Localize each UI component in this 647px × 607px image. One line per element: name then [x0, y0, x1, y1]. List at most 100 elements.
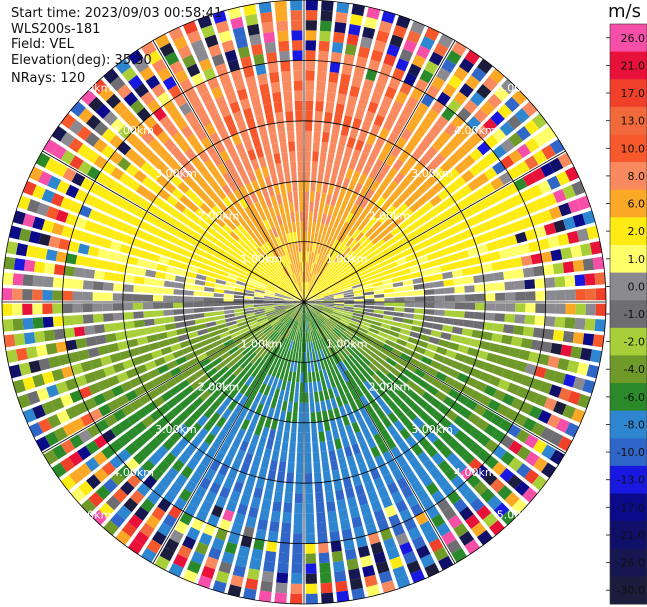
velocity-gate: [84, 371, 97, 384]
velocity-gate: [289, 308, 297, 317]
ppi-ray: [304, 302, 480, 555]
velocity-gate: [410, 87, 424, 101]
velocity-gate: [163, 309, 174, 316]
velocity-gate: [366, 458, 377, 471]
velocity-gate: [532, 265, 545, 277]
velocity-gate: [414, 290, 425, 296]
velocity-gate: [470, 202, 483, 215]
velocity-gate: [373, 285, 384, 291]
velocity-gate: [319, 283, 329, 291]
velocity-gate: [335, 270, 345, 279]
velocity-gate: [304, 271, 306, 282]
velocity-gate: [479, 394, 492, 407]
velocity-gate: [334, 300, 345, 302]
velocity-gate: [221, 261, 232, 269]
velocity-gate: [315, 317, 323, 327]
velocity-gate: [348, 354, 358, 365]
velocity-gate: [145, 269, 157, 278]
velocity-gate: [392, 159, 404, 172]
velocity-gate: [384, 86, 397, 100]
velocity-gate: [570, 346, 583, 359]
velocity-gate: [32, 275, 44, 287]
velocity-gate: [304, 402, 310, 413]
velocity-gate: [322, 224, 329, 235]
velocity-gate: [123, 320, 135, 330]
velocity-gate: [396, 477, 409, 490]
velocity-gate: [284, 299, 294, 301]
velocity-gate: [384, 504, 397, 518]
velocity-gate: [333, 253, 342, 263]
velocity-gate: [346, 137, 356, 149]
velocity-gate: [336, 324, 346, 332]
velocity-gate: [423, 131, 436, 145]
velocity-gate: [315, 371, 321, 382]
velocity-gate: [175, 356, 187, 366]
velocity-gate: [324, 302, 335, 304]
velocity-gate: [307, 311, 312, 322]
velocity-gate: [218, 270, 229, 277]
velocity-gate: [534, 278, 546, 289]
velocity-gate: [469, 427, 483, 441]
velocity-gate: [288, 253, 294, 264]
velocity-gate: [384, 306, 395, 311]
velocity-gate: [440, 430, 453, 444]
velocity-gate: [345, 392, 354, 403]
velocity-gate: [446, 452, 460, 466]
velocity-gate: [440, 263, 452, 272]
ppi-ray: [28, 302, 304, 438]
velocity-gate: [399, 508, 413, 523]
velocity-gate: [182, 249, 194, 258]
velocity-gate: [385, 357, 397, 367]
velocity-gate: [395, 136, 408, 150]
velocity-gate: [423, 349, 436, 359]
ppi-ray: [128, 49, 304, 302]
velocity-gate: [115, 530, 131, 546]
velocity-gate: [369, 273, 381, 280]
velocity-gate: [405, 96, 419, 110]
velocity-gate: [61, 225, 74, 238]
velocity-gate: [388, 77, 401, 90]
velocity-gate: [373, 509, 386, 522]
velocity-gate: [438, 339, 450, 348]
velocity-gate: [359, 383, 369, 395]
velocity-gate: [305, 483, 313, 494]
velocity-gate: [299, 201, 304, 212]
velocity-gate: [197, 190, 210, 202]
velocity-gate: [393, 312, 404, 318]
velocity-gate: [335, 103, 345, 115]
velocity-gate: [388, 266, 400, 274]
velocity-gate: [100, 355, 113, 367]
velocity-gate: [6, 241, 19, 255]
velocity-gate: [361, 224, 371, 235]
velocity-gate: [378, 380, 389, 392]
velocity-gate: [350, 389, 359, 401]
velocity-gate: [243, 264, 254, 272]
velocity-gate: [146, 50, 162, 65]
velocity-gate: [446, 168, 460, 181]
velocity-gate: [193, 296, 204, 302]
velocity-gate: [249, 191, 259, 203]
velocity-gate: [373, 114, 385, 127]
velocity-gate: [91, 509, 108, 526]
velocity-gate: [206, 226, 218, 237]
velocity-gate: [121, 522, 137, 538]
velocity-gate: [199, 532, 213, 546]
velocity-gate: [151, 83, 166, 98]
velocity-gate: [290, 593, 303, 604]
velocity-gate: [574, 274, 586, 287]
velocity-gate: [424, 309, 435, 315]
velocity-gate: [135, 407, 149, 420]
velocity-gate: [307, 231, 311, 242]
velocity-gate: [172, 245, 185, 255]
ppi-ray: [22, 302, 304, 424]
velocity-gate: [304, 342, 307, 353]
velocity-gate: [156, 383, 169, 395]
velocity-gate: [354, 349, 364, 359]
velocity-gate: [200, 499, 213, 513]
velocity-gate: [285, 482, 294, 493]
velocity-gate: [453, 91, 468, 106]
velocity-gate: [317, 60, 328, 72]
ppi-ray: [51, 302, 304, 478]
velocity-gate: [324, 299, 335, 301]
velocity-gate: [189, 494, 203, 508]
